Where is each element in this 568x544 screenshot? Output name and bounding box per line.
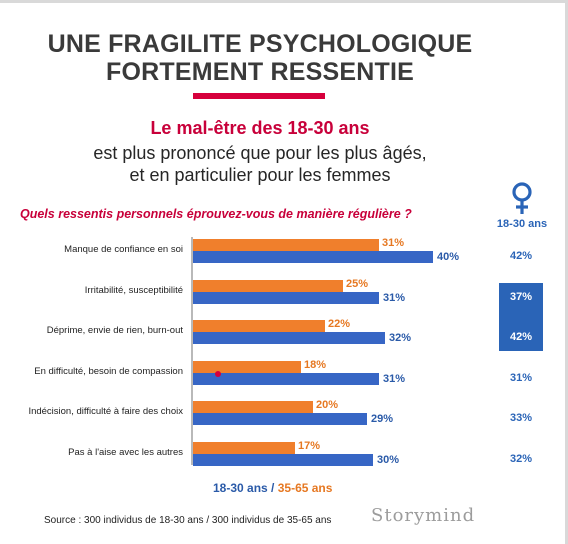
legend-old: 35-65 ans (277, 481, 333, 495)
female-value: 33% (509, 412, 533, 424)
value-label-18-30: 40% (437, 251, 460, 263)
bar-18-30 (193, 413, 367, 425)
bar-18-30 (193, 372, 379, 385)
female-value: 32% (509, 452, 533, 465)
value-label-18-30: 30% (377, 453, 400, 466)
female-value: 42% (509, 331, 533, 343)
bar-35-65 (193, 401, 313, 413)
bar-35-65 (193, 279, 343, 292)
survey-question: Quels ressentis personnels éprouvez-vous… (20, 207, 412, 221)
chart-axis (191, 237, 193, 465)
value-label-35-65: 22% (328, 318, 351, 330)
female-symbol-icon (512, 182, 532, 214)
category-label: En difficulté, besoin de compassion (34, 365, 183, 377)
category-label: Indécision, difficulté à faire des choix (28, 406, 183, 417)
bar-35-65 (193, 239, 379, 251)
page-title-line1: UNE FRAGILITE PSYCHOLOGIQUE (47, 30, 473, 58)
subtitle-line2: est plus prononcé que pour les plus âgés… (93, 143, 427, 163)
bar-35-65 (193, 441, 295, 454)
bar-35-65 (193, 360, 301, 373)
value-label-18-30: 29% (371, 413, 394, 425)
bar-18-30 (193, 332, 385, 344)
bar-18-30 (193, 453, 373, 466)
value-label-35-65: 31% (382, 237, 405, 249)
marker-dot (215, 370, 221, 377)
bar-18-30 (193, 251, 433, 263)
legend-separator: / (271, 481, 275, 495)
value-label-35-65: 20% (316, 399, 339, 411)
subtitle-line3: et en particulier pour les femmes (129, 165, 391, 185)
category-label: Déprime, envie de rien, burn-out (46, 325, 183, 336)
bar-18-30 (193, 291, 379, 304)
subtitle-highlight: Le mal-être des 18-30 ans (150, 118, 370, 138)
female-value: 31% (509, 371, 533, 384)
legend-young: 18-30 ans (213, 481, 268, 495)
frame-top-edge (0, 0, 568, 3)
value-label-18-30: 31% (383, 372, 406, 385)
frame-right-edge (565, 0, 568, 544)
category-label: Irritabilité, susceptibilité (84, 284, 183, 296)
value-label-35-65: 25% (346, 277, 369, 290)
female-column-header: 18-30 ans (492, 182, 552, 230)
chart-legend: 18-30 ans / 35-65 ans (213, 481, 332, 495)
value-label-18-30: 32% (389, 332, 412, 344)
page-title-line2: FORTEMENT RESSENTIE (106, 58, 414, 86)
value-label-35-65: 17% (298, 439, 321, 452)
source-note: Source : 300 individus de 18-30 ans / 30… (44, 515, 332, 526)
category-label: Pas à l'aise avec les autres (68, 446, 183, 458)
female-highlight-box (499, 283, 543, 351)
value-label-18-30: 31% (383, 291, 406, 304)
bar-35-65 (193, 320, 325, 332)
female-value: 42% (509, 250, 533, 262)
female-column-label: 18-30 ans (496, 218, 548, 230)
value-label-35-65: 18% (304, 358, 327, 371)
category-label: Manque de confiance en soi (64, 244, 183, 255)
title-accent-bar (193, 93, 325, 99)
brand-logo: Storymind (371, 505, 476, 526)
female-value: 37% (509, 290, 533, 303)
